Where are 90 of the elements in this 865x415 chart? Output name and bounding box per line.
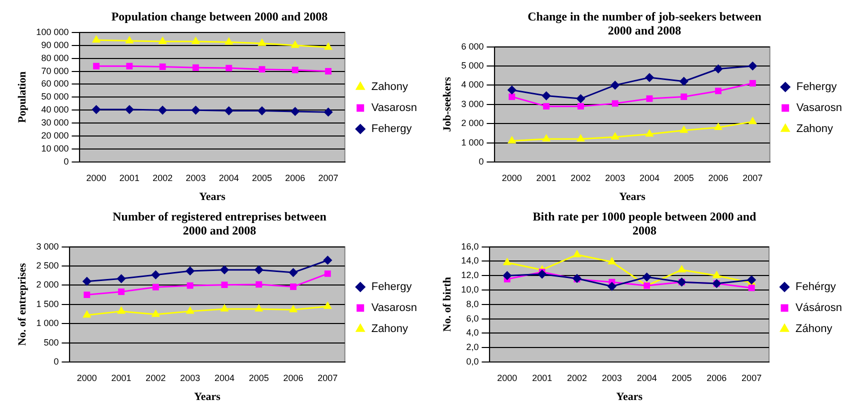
y-tick-label: 4 000 [461,80,484,90]
x-tick-label: 2007 [318,372,338,383]
y-tick-label: 90 000 [41,40,69,50]
x-tick-label: 2004 [214,372,234,383]
x-tick-label: 2000 [502,172,522,183]
x-tick-label: 2001 [536,172,556,183]
chart-title: Bith rate per 1000 people between 2000 and 2008 [532,209,757,238]
y-tick-label: 0 [54,356,59,366]
y-tick-label: 30 000 [41,118,69,128]
x-axis-title: Years [194,391,222,404]
y-tick-label: 2 500 [36,260,59,270]
x-tick-label: 2007 [742,172,763,183]
legend-label: Fehergy [371,123,412,136]
x-tick-label: 2001 [119,172,140,183]
x-tick-label: 2007 [318,172,338,183]
y-tick-label: 80 000 [41,52,69,63]
y-tick-label: 70 000 [41,66,69,76]
x-tick-label: 2002 [570,172,591,183]
y-tick-label: 10 000 [41,144,69,154]
y-tick-label: 6,0 [466,313,479,324]
y-tick-label: 3 000 [461,98,484,109]
x-tick-label: 2007 [742,372,762,383]
x-tick-label: 2004 [218,172,239,183]
y-tick-label: 6 000 [461,41,484,52]
x-axis-title: Years [616,391,644,404]
y-tick-label: 3 000 [36,241,59,252]
x-tick-label: 2003 [602,372,622,383]
y-tick-label: 5 000 [461,60,484,70]
legend-label: Fehergy [796,81,838,94]
y-tick-label: 2,0 [466,342,479,352]
legend-label: Vasarosn [371,102,417,114]
x-tick-label: 2003 [186,172,206,183]
legend-label: Fehérgy [796,281,836,294]
y-tick-label: 4,0 [466,328,479,338]
legend-label: Vasarosn [796,102,842,114]
y-tick-label: 2 000 [461,118,484,128]
y-tick-label: 12,0 [461,270,479,280]
y-tick-label: 40 000 [41,104,69,115]
legend-label: Zahony [371,81,409,94]
x-tick-label: 2005 [672,372,692,383]
x-tick-label: 2000 [497,372,518,383]
x-tick-label: 2000 [76,372,97,383]
y-tick-label: 20 000 [41,130,69,141]
y-tick-label: 0 [64,156,69,166]
y-tick-label: 14,0 [461,256,479,266]
chart-title: Change in the number of job-seekers between 2000 and 2008 [528,9,762,38]
x-tick-label: 2006 [706,372,727,383]
x-tick-label: 2002 [152,172,173,183]
x-tick-label: 2001 [532,372,552,383]
y-tick-label: 16,0 [461,241,479,252]
y-tick-label: 50 000 [41,92,69,102]
x-tick-label: 2005 [252,172,272,183]
y-tick-label: 500 [44,337,59,348]
y-tick-label: 8,0 [466,298,479,309]
y-tick-label: 10,0 [461,284,479,294]
x-tick-label: 2006 [283,372,304,383]
legend-label: Fehergy [371,281,412,294]
y-tick-label: 2 000 [36,280,59,290]
legend-label: Vásárosn [796,302,842,314]
x-axis-title: Years [199,191,226,204]
y-tick-label: 0 [478,156,484,166]
y-tick-label: 60 000 [41,78,69,89]
x-tick-label: 2006 [708,172,728,183]
y-tick-label: 1 500 [36,298,59,309]
x-tick-label: 2006 [285,172,306,183]
y-tick-label: 1 000 [36,318,59,328]
legend-label: Záhony [796,323,833,336]
y-tick-label: 1 000 [461,137,484,148]
x-axis-title: Years [619,191,646,204]
x-tick-label: 2002 [146,372,166,383]
legend-label: Zahony [796,123,834,136]
x-tick-label: 2004 [639,172,660,183]
y-axis-title: Population [16,72,28,123]
x-tick-label: 2005 [248,372,269,383]
y-tick-label: 100 000 [36,26,69,37]
chart-title: Population change between 2000 and 2008 [111,9,328,24]
x-tick-label: 2000 [86,172,106,183]
x-tick-label: 2004 [636,372,657,383]
x-tick-label: 2003 [605,172,626,183]
chart-title: Number of registered entreprises between 2000 and 2008 [112,209,327,238]
y-axis-title: No. of entreprises [16,262,28,346]
legend-label: Vasarosn [371,302,417,314]
y-tick-label: 0,0 [466,356,479,366]
y-axis-title: Job-seekers [441,76,454,132]
x-tick-label: 2003 [180,372,200,383]
x-tick-label: 2002 [566,372,588,383]
x-tick-label: 2001 [111,372,132,383]
x-tick-label: 2005 [674,172,694,183]
y-axis-title: No. of birth [441,277,454,332]
legend-label: Zahony [371,323,409,336]
